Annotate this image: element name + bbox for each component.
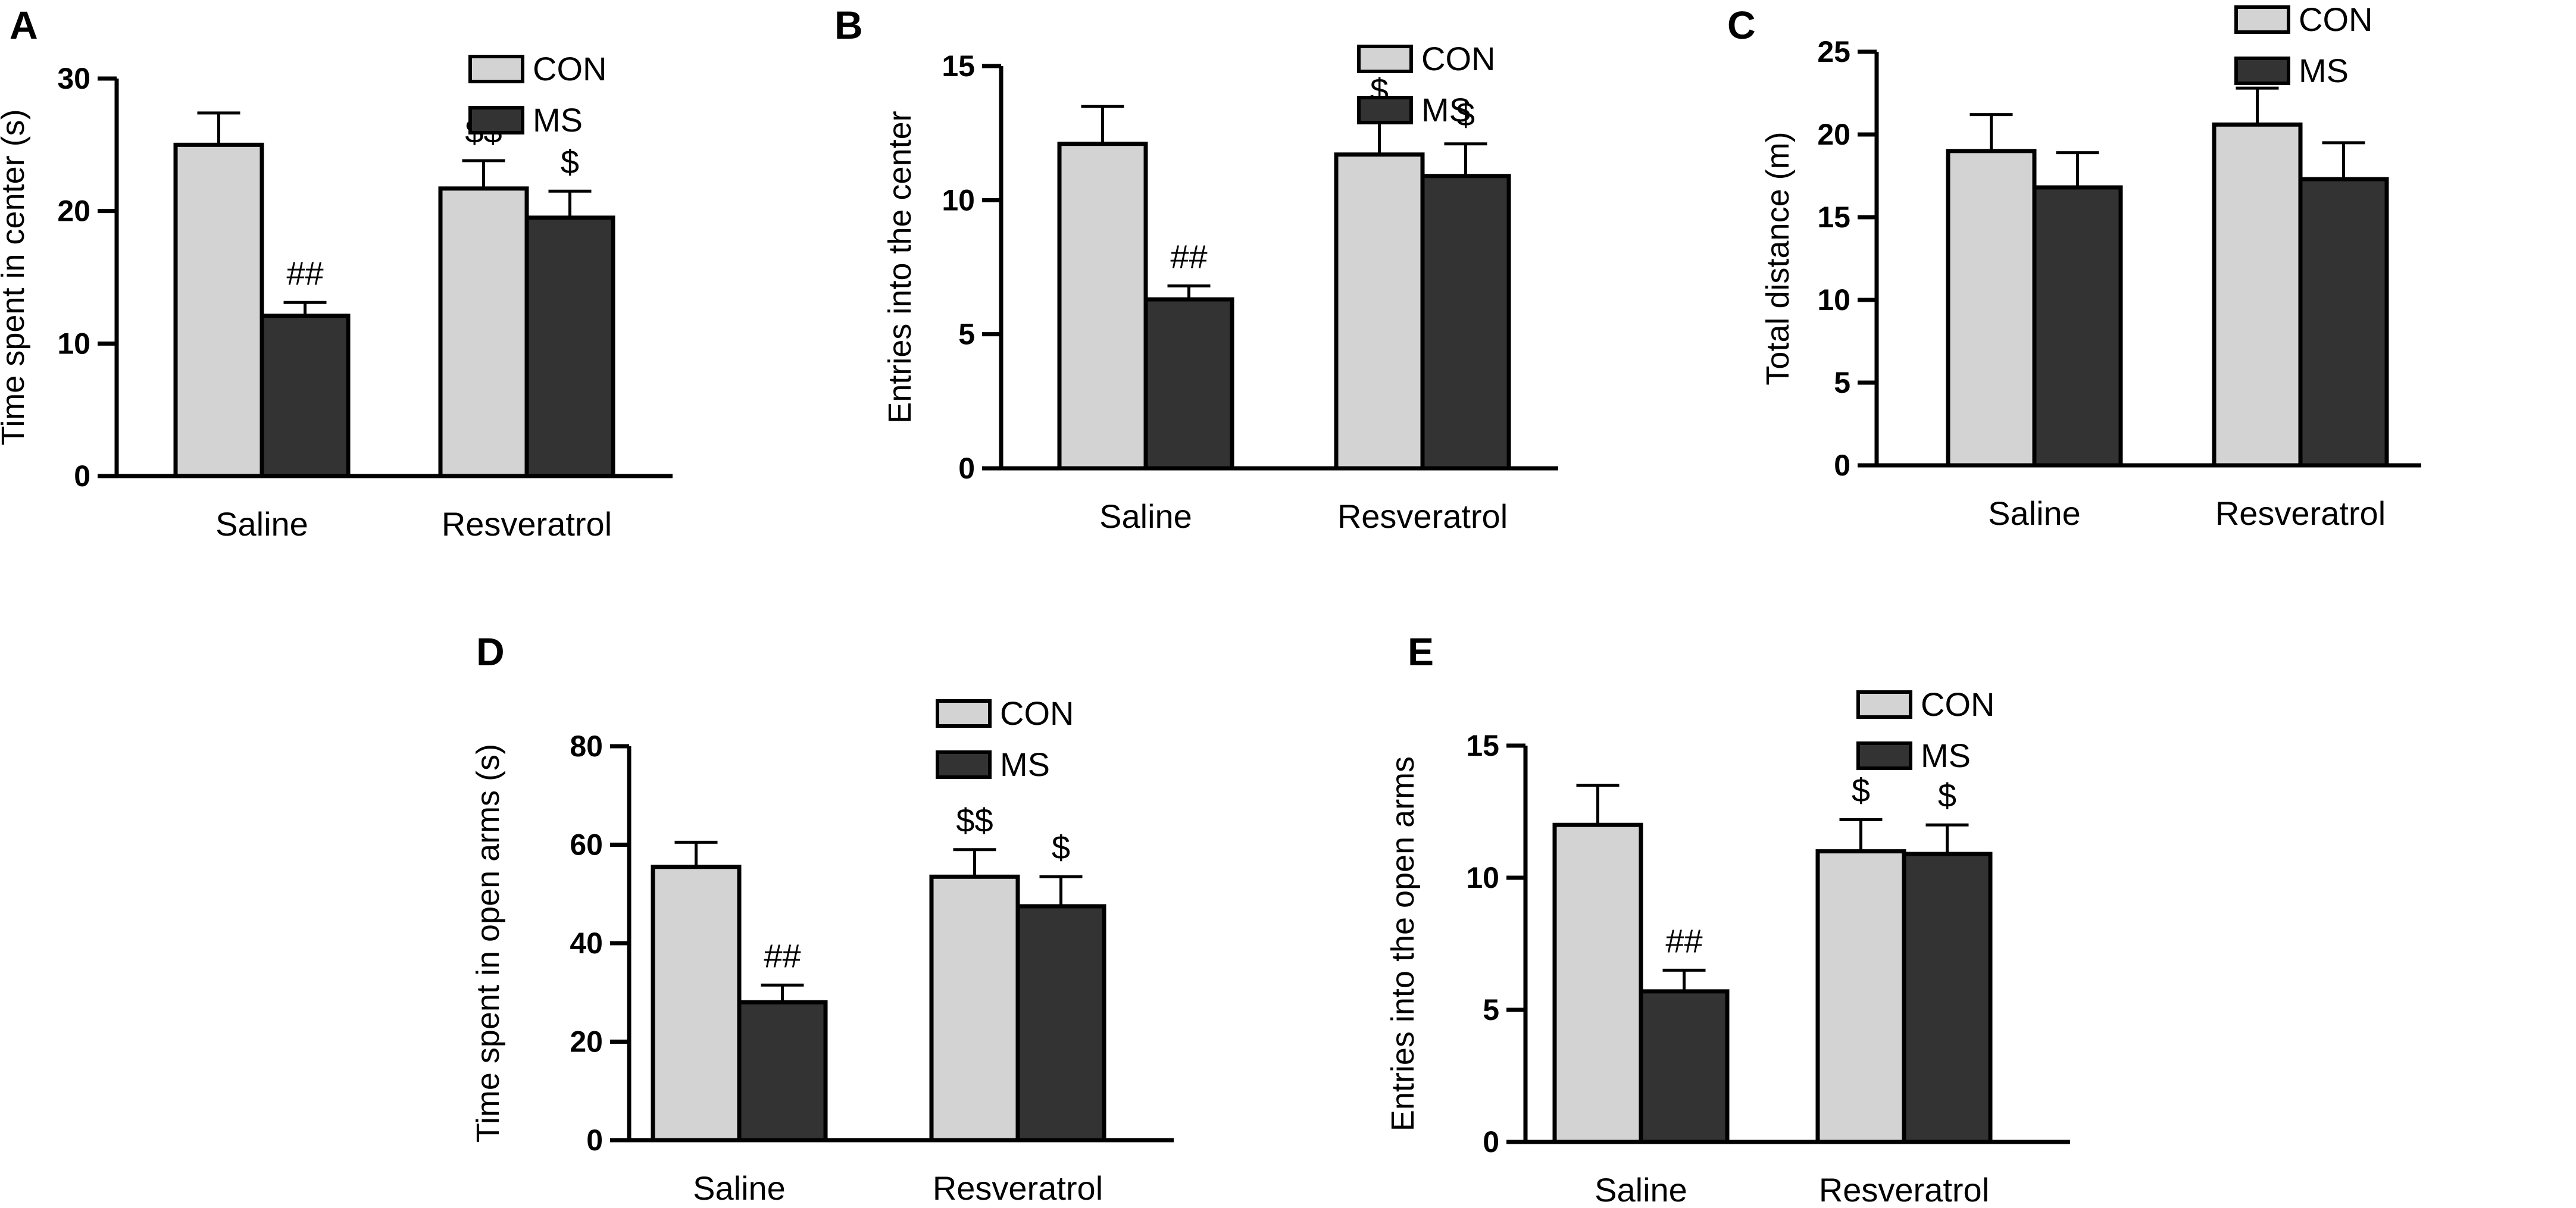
legend-label: MS <box>1421 91 1471 129</box>
legend-swatch-ms <box>1357 96 1413 124</box>
panel-d: D 0 20 40 60 80 Time spent in open arms (s) Sal… <box>470 630 1174 1207</box>
panel-a: A 0 10 20 30 Time spent in center (s) Saline Re… <box>0 3 673 543</box>
x-tick-label: Resveratrol <box>442 505 612 543</box>
bar-con <box>1946 149 2037 468</box>
y-tick-label: 0 <box>1834 449 1850 482</box>
bar-con <box>173 142 264 478</box>
x-tick-label: Saline <box>1099 497 1192 535</box>
legend-label: CON <box>1921 686 1994 723</box>
significance-marker: ## <box>286 254 323 292</box>
legend-label: CON <box>533 50 607 87</box>
bar-con <box>651 865 742 1143</box>
bar-ms <box>524 215 615 478</box>
panel-label: C <box>1727 3 1756 47</box>
legend-swatch-con <box>468 55 524 83</box>
y-axis-label: Time spent in open arms (s) <box>470 744 506 1143</box>
legend-swatch-ms <box>2234 57 2290 85</box>
bar-con <box>1334 152 1425 471</box>
panel-label: B <box>834 3 863 47</box>
y-tick-label: 5 <box>1483 993 1499 1027</box>
panel-b: B 0 5 10 15 Entries into the center Saline Resv… <box>834 3 1558 535</box>
legend-swatch-con <box>2234 5 2290 34</box>
bar-ms <box>737 1000 828 1143</box>
bar-ms <box>1143 297 1234 471</box>
bar-ms <box>2032 185 2123 468</box>
y-tick-label: 0 <box>1483 1125 1499 1159</box>
y-tick-label: 5 <box>1834 366 1850 399</box>
legend-swatch-con <box>1357 45 1413 73</box>
significance-marker: $ <box>561 143 579 180</box>
legend-swatch-ms <box>1856 741 1912 770</box>
panel-c: C 0 5 10 15 20 25 Total distance (m) Saline Resve… <box>1727 1 2421 532</box>
x-tick-label: Resveratrol <box>1819 1171 1989 1208</box>
x-tick-label: Saline <box>1988 495 2081 532</box>
y-tick-label: 30 <box>57 62 90 95</box>
y-tick-label: 10 <box>1817 283 1850 317</box>
bar-ms <box>1015 904 1106 1143</box>
y-tick-label: 80 <box>570 730 603 763</box>
y-tick-label: 10 <box>942 183 975 217</box>
panel-label: E <box>1408 630 1434 674</box>
panel-label: D <box>476 630 505 674</box>
y-axis-label: Entries into the open arms <box>1385 756 1421 1131</box>
bar-ms <box>2298 177 2389 468</box>
x-tick-label: Saline <box>693 1169 786 1207</box>
legend-label: CON <box>1000 694 1074 732</box>
significance-marker: $ <box>1456 96 1475 133</box>
legend-label: MS <box>533 101 583 139</box>
legend-swatch-ms <box>936 750 992 779</box>
y-tick-label: 40 <box>570 927 603 960</box>
legend-swatch-con <box>1856 690 1912 719</box>
y-axis-label: Time spent in center (s) <box>0 109 31 445</box>
significance-marker: $ <box>1052 828 1070 866</box>
significance-marker: $ <box>1938 777 1956 814</box>
significance-marker: ## <box>1170 238 1207 276</box>
significance-marker: $$ <box>956 802 993 839</box>
significance-marker: ## <box>764 937 801 974</box>
x-tick-label: Saline <box>215 505 308 543</box>
x-tick-label: Resveratrol <box>1337 497 1508 535</box>
x-tick-label: Resveratrol <box>2215 495 2386 532</box>
bar-con <box>1057 142 1148 471</box>
x-tick-label: Resveratrol <box>933 1169 1103 1207</box>
legend-label: MS <box>1921 737 1971 774</box>
y-tick-label: 20 <box>1817 118 1850 151</box>
bar-ms <box>260 314 351 478</box>
significance-marker: ## <box>1665 922 1702 959</box>
y-tick-label: 10 <box>57 327 90 360</box>
significance-marker: $ <box>1852 771 1870 809</box>
bar-ms <box>1902 852 1993 1144</box>
panel-label: A <box>10 3 38 47</box>
legend-label: MS <box>2299 52 2349 89</box>
y-tick-label: 15 <box>1466 729 1499 762</box>
x-tick-label: Saline <box>1595 1171 1687 1208</box>
bar-con <box>929 874 1020 1143</box>
y-tick-label: 5 <box>958 318 975 351</box>
y-axis-label: Entries into the center <box>882 111 918 423</box>
legend-swatch-con <box>936 699 992 728</box>
legend-label: MS <box>1000 746 1050 783</box>
bar-con <box>2212 122 2303 468</box>
y-tick-label: 60 <box>570 828 603 862</box>
panel-e: E 0 5 10 15 Entries into the open arms Saline R… <box>1385 630 2070 1208</box>
y-tick-label: 20 <box>570 1025 603 1059</box>
bar-con <box>1815 849 1906 1144</box>
y-tick-label: 0 <box>586 1123 603 1157</box>
y-tick-label: 15 <box>1817 201 1850 234</box>
y-tick-label: 10 <box>1466 861 1499 894</box>
y-axis-label: Total distance (m) <box>1760 132 1796 385</box>
bar-ms <box>1420 174 1511 471</box>
y-tick-label: 0 <box>958 452 975 485</box>
y-tick-label: 15 <box>942 49 975 83</box>
legend-label: CON <box>1421 40 1495 77</box>
legend-label: CON <box>2299 1 2372 38</box>
y-tick-label: 0 <box>74 459 90 493</box>
bar-con <box>1552 822 1643 1144</box>
y-tick-label: 25 <box>1817 35 1850 68</box>
legend-swatch-ms <box>468 106 524 134</box>
bar-ms <box>1639 989 1730 1144</box>
y-tick-label: 20 <box>57 195 90 228</box>
bar-con <box>438 186 529 478</box>
